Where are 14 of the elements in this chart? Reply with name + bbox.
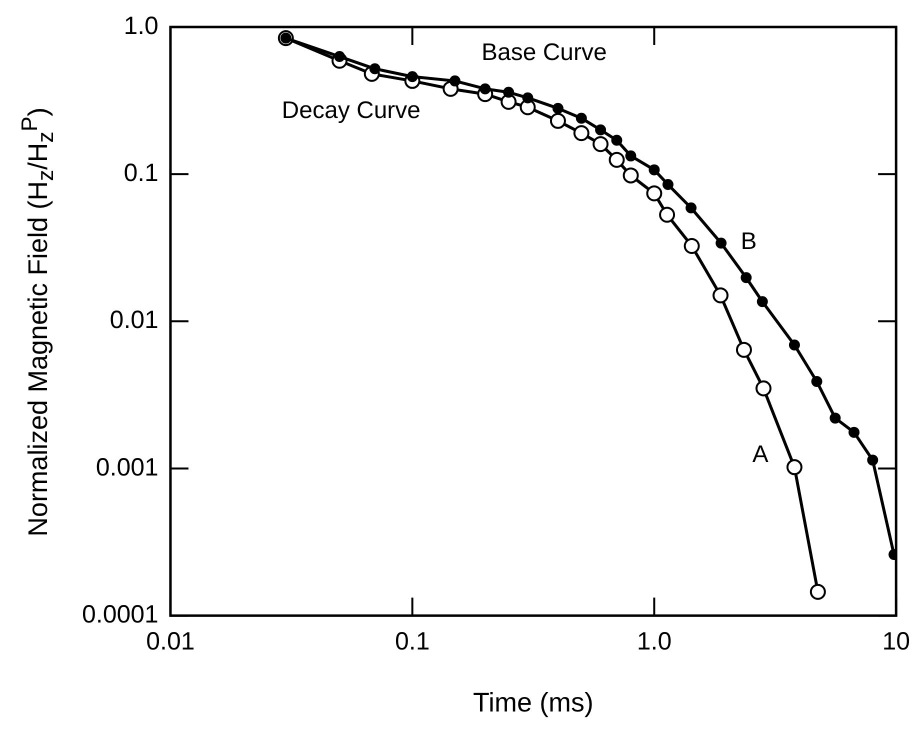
annotation: B: [740, 228, 757, 256]
annotation: A: [752, 441, 768, 468]
y-tick-label: 0.0001: [82, 600, 158, 628]
y-tick-label: 0.01: [110, 306, 158, 334]
y-tick-label: 1.0: [124, 12, 158, 40]
series-label: Decay Curve: [282, 96, 421, 124]
x-tick-label: 0.1: [394, 627, 430, 656]
x-tick-label: 10: [882, 627, 910, 656]
y-tick-label: 0.001: [96, 453, 158, 482]
legend-label: Base Curve: [481, 39, 607, 66]
x-tick-label: 0.01: [146, 627, 195, 656]
y-tick-label: 0.1: [124, 159, 158, 188]
x-tick-label: 1.0: [636, 627, 672, 656]
x-axis-title: Time (ms): [473, 687, 594, 718]
